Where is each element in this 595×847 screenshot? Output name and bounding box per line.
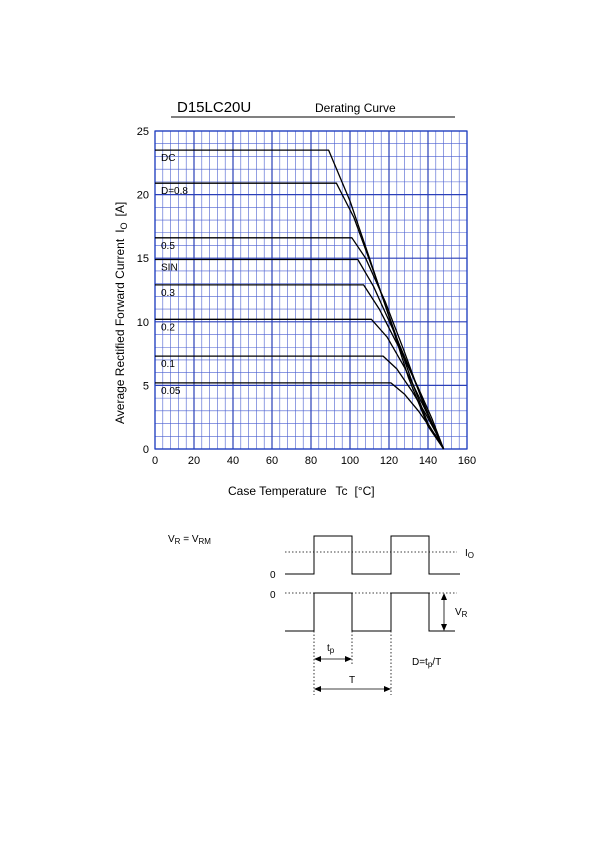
plot-frame <box>154 130 468 450</box>
period-label: T <box>349 675 355 686</box>
x-tick-label: 100 <box>341 455 359 467</box>
y-axis-label-symbol: I <box>113 229 127 232</box>
vr-equals-vrm-label: VR = VRM <box>168 534 211 546</box>
x-tick-label: 160 <box>458 455 476 467</box>
series-line-sin <box>155 258 445 450</box>
vr-label-sub: R <box>462 610 468 619</box>
tp-arrow-right <box>345 656 352 662</box>
vr-equals-mid: = V <box>180 534 198 545</box>
x-tick-label: 80 <box>305 455 317 467</box>
duty-formula-b: /T <box>432 657 441 668</box>
zero-label-current: 0 <box>270 570 276 581</box>
y-tick-labels: 0 5 10 15 20 25 <box>137 126 149 456</box>
x-tick-label: 140 <box>419 455 437 467</box>
duty-formula-sub: p <box>428 660 433 669</box>
y-tick-label: 15 <box>137 253 149 265</box>
y-axis-label-text: Average Rectified Forward Current <box>113 238 127 424</box>
vr-arrow-head-top <box>441 593 447 600</box>
series-label: 0.1 <box>161 359 175 370</box>
x-tick-label: 0 <box>152 455 158 467</box>
vr-label-v: V <box>455 607 462 618</box>
x-axis-label-unit: [°C] <box>355 484 375 498</box>
series-line-d-0-8 <box>155 182 445 450</box>
vr-arrow-head-bottom <box>441 624 447 631</box>
current-pulse-wave <box>285 535 460 575</box>
chart-subtitle: Derating Curve <box>315 101 396 115</box>
y-axis-label-unit: [A] <box>113 202 127 217</box>
tp-label: tp <box>327 643 335 655</box>
tp-label-sub: p <box>330 646 335 655</box>
y-tick-label: 5 <box>143 380 149 392</box>
minor-grid <box>155 131 467 449</box>
x-tick-label: 120 <box>380 455 398 467</box>
y-tick-label: 10 <box>137 317 149 329</box>
chart-title: D15LC20U <box>177 99 251 116</box>
x-tick-label: 60 <box>266 455 278 467</box>
x-axis-label-symbol: Tc <box>336 484 348 498</box>
series-line-0-05 <box>155 382 445 450</box>
series-label: SIN <box>161 262 178 273</box>
series-label: 0.05 <box>161 386 181 397</box>
series-line-0-3 <box>155 284 445 450</box>
voltage-pulse-wave <box>285 592 455 632</box>
series-label: D=0.8 <box>161 186 188 197</box>
series-line-0-5 <box>155 237 445 450</box>
x-tick-label: 20 <box>188 455 200 467</box>
derating-curves: DC D=0.8 0.5 SIN 0.3 0.2 0.1 0.05 <box>155 149 445 450</box>
tp-label-t: t <box>327 643 330 654</box>
waveform-diagram: VR = VRM 0 IO 0 VR tp <box>168 534 474 695</box>
series-label: 0.2 <box>161 322 175 333</box>
series-label: 0.5 <box>161 241 175 252</box>
tp-arrow-left <box>314 656 321 662</box>
y-axis-label-symbol-sub: O <box>119 222 129 229</box>
io-label-sub: O <box>468 551 474 560</box>
io-label-i: I <box>465 548 468 559</box>
series-line-0-1 <box>155 355 445 450</box>
io-label: IO <box>465 548 474 560</box>
vr-equals-r-sub: R <box>175 537 181 546</box>
y-tick-label: 20 <box>137 190 149 202</box>
vr-label: VR <box>455 607 468 619</box>
period-arrow-left <box>314 686 321 692</box>
y-tick-label: 0 <box>143 444 149 456</box>
x-tick-labels: 0 20 40 60 80 100 120 140 160 <box>152 455 476 467</box>
vr-equals-rm-sub: RM <box>199 537 212 546</box>
series-label: DC <box>161 153 175 164</box>
zero-label-voltage: 0 <box>270 590 276 601</box>
series-line-0-2 <box>155 318 445 450</box>
duty-formula: D=tp/T <box>412 657 441 669</box>
y-axis-label: Average Rectified Forward Current IO [A] <box>113 202 129 424</box>
period-arrow-right <box>384 686 391 692</box>
duty-formula-a: D=t <box>412 657 428 668</box>
x-axis-label-text: Case Temperature <box>228 484 327 498</box>
series-label: 0.3 <box>161 288 175 299</box>
x-axis-label: Case Temperature Tc [°C] <box>228 484 375 498</box>
x-tick-label: 40 <box>227 455 239 467</box>
y-tick-label: 25 <box>137 126 149 138</box>
vr-equals-v: V <box>168 534 175 545</box>
